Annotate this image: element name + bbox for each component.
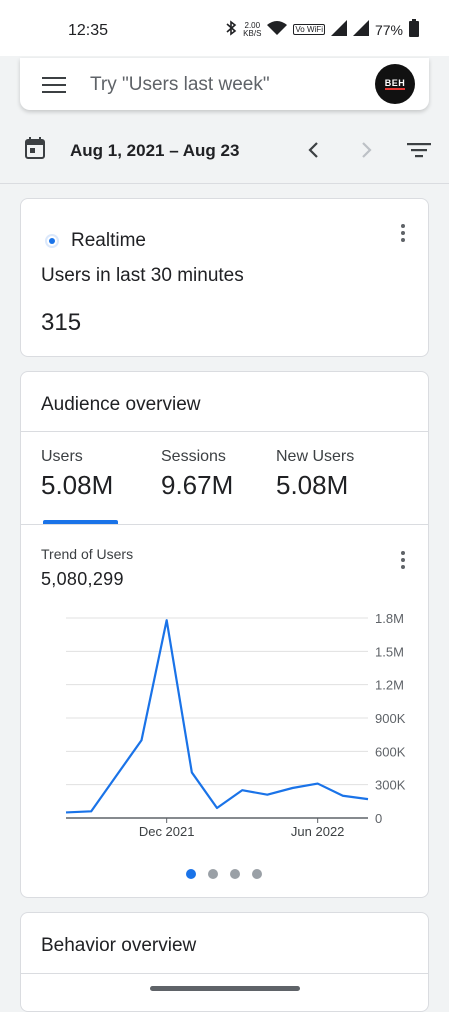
pagination-dot[interactable]	[186, 869, 196, 879]
metric-tab-sessions[interactable]: Sessions 9.67M	[161, 448, 233, 501]
y-tick-label: 600K	[375, 744, 406, 759]
metric-tab-users[interactable]: Users 5.08M	[41, 448, 113, 501]
y-tick-label: 900K	[375, 711, 406, 726]
divider	[21, 524, 428, 525]
signal-icon-2	[352, 20, 369, 39]
carousel-pagination[interactable]	[186, 869, 262, 879]
menu-icon[interactable]	[42, 74, 66, 94]
calendar-icon[interactable]	[24, 136, 46, 165]
volte-badge: Vo WiFi	[293, 24, 325, 35]
divider	[21, 973, 428, 974]
realtime-dot-icon	[45, 234, 59, 248]
chevron-left-icon[interactable]	[300, 136, 328, 164]
metric-value: 5.08M	[276, 470, 349, 500]
home-indicator[interactable]	[150, 986, 300, 991]
signal-icon-1	[330, 20, 347, 39]
realtime-value: 315	[41, 309, 82, 336]
status-time: 12:35	[68, 22, 109, 39]
audience-overview-card: Audience overview Users 5.08M Sessions 9…	[20, 371, 429, 898]
more-vert-icon[interactable]	[391, 221, 415, 245]
trend-value: 5,080,299	[41, 569, 124, 589]
chevron-right-icon[interactable]	[352, 136, 380, 164]
network-speed: 2.00 KB/S	[243, 20, 262, 38]
divider	[0, 183, 449, 184]
divider	[21, 431, 428, 432]
realtime-subtitle: Users in last 30 minutes	[41, 265, 244, 286]
bluetooth-icon	[225, 20, 237, 39]
battery-icon	[409, 19, 419, 40]
date-bar: Aug 1, 2021 – Aug 23	[0, 124, 449, 180]
wifi-icon	[267, 20, 288, 39]
metric-value: 5.08M	[41, 470, 114, 500]
status-icons: 2.00 KB/S Vo WiFi 77%	[225, 19, 419, 40]
audience-title: Audience overview	[41, 394, 201, 415]
series-line	[65, 619, 369, 814]
avatar[interactable]: BEH	[375, 64, 415, 104]
behavior-title: Behavior overview	[41, 935, 197, 956]
network-speed-value: 2.00	[244, 20, 261, 30]
y-tick-label: 1.2M	[375, 678, 404, 693]
avatar-text: BEH	[384, 78, 406, 90]
pagination-dot[interactable]	[252, 869, 262, 879]
trend-label: Trend of Users	[41, 546, 134, 562]
realtime-card[interactable]: Realtime Users in last 30 minutes 315	[20, 198, 429, 357]
y-tick-label: 1.5M	[375, 644, 404, 659]
battery-percent: 77%	[374, 21, 403, 38]
y-tick-label: 300K	[375, 778, 406, 793]
pagination-dot[interactable]	[208, 869, 218, 879]
metric-tab-new-users[interactable]: New Users 5.08M	[276, 448, 354, 501]
metric-label: Users	[41, 448, 83, 465]
filter-icon[interactable]	[406, 138, 432, 162]
more-vert-icon[interactable]	[391, 548, 415, 572]
x-tick-label: Dec 2021	[139, 824, 195, 839]
behavior-overview-card[interactable]: Behavior overview	[20, 912, 429, 1012]
x-tick-label: Jun 2022	[291, 824, 345, 839]
y-tick-label: 0	[375, 811, 382, 826]
search-bar: BEH	[20, 58, 429, 110]
y-tick-label: 1.8M	[375, 611, 404, 626]
metric-label: New Users	[276, 448, 355, 465]
date-range[interactable]: Aug 1, 2021 – Aug 23	[70, 141, 240, 160]
network-speed-unit: KB/S	[243, 28, 262, 38]
tab-indicator	[43, 520, 118, 524]
realtime-title: Realtime	[71, 230, 146, 251]
metric-value: 9.67M	[161, 470, 234, 500]
status-bar: 12:35 2.00 KB/S Vo WiFi 77%	[0, 0, 449, 56]
users-trend-chart: 0 300K 600K 900K 1.2M 1.5M 1.8M Dec 2021 Jun 202…	[65, 611, 406, 839]
pagination-dot[interactable]	[230, 869, 240, 879]
metric-label: Sessions	[161, 448, 226, 465]
search-input[interactable]	[88, 70, 372, 100]
